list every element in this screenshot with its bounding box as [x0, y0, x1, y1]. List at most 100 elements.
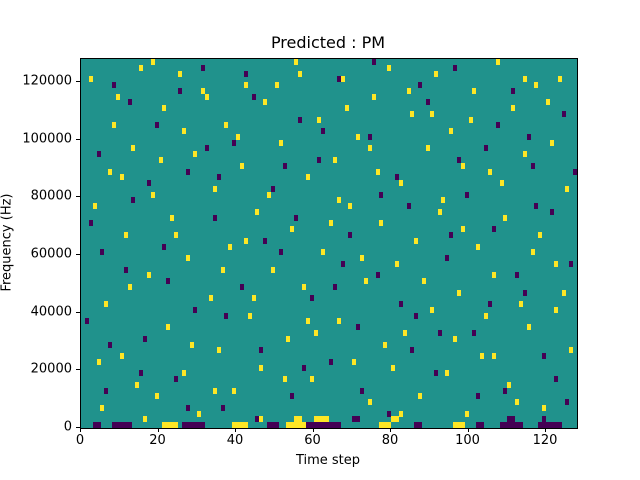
heatmap-cell-low — [127, 99, 132, 106]
heatmap-cell-low — [185, 404, 190, 411]
heatmap-cell-low — [201, 64, 206, 71]
heatmap-cell-low — [379, 191, 384, 198]
heatmap-cell-low — [476, 393, 481, 400]
x-tick-label: 40 — [226, 433, 244, 448]
heatmap-cell-low — [282, 162, 287, 169]
heatmap-cell-low — [112, 422, 116, 429]
heatmap-cell-high — [526, 324, 531, 331]
heatmap-cell-low — [569, 260, 574, 267]
heatmap-cell-low — [480, 422, 485, 429]
heatmap-cell-low — [394, 174, 399, 181]
heatmap-cell-low — [321, 128, 326, 135]
heatmap-cell-high — [565, 185, 570, 192]
heatmap-cell-low — [515, 422, 519, 429]
heatmap-cell-low — [418, 82, 423, 89]
heatmap-cell-low — [143, 335, 147, 342]
heatmap-cell-high — [410, 110, 415, 117]
heatmap-cell-high — [298, 70, 302, 77]
heatmap-cell-low — [518, 422, 523, 429]
heatmap-cell-high — [131, 145, 136, 152]
heatmap-cell-low — [499, 422, 504, 429]
heatmap-cell-high — [88, 76, 93, 83]
heatmap-cell-low — [340, 260, 345, 267]
heatmap-cell-low — [542, 416, 547, 423]
heatmap-cell-high — [239, 422, 244, 429]
heatmap-cell-high — [549, 139, 554, 146]
heatmap-cell-low — [433, 370, 438, 377]
heatmap-cell-low — [267, 422, 271, 429]
x-axis-label: Time step — [295, 453, 361, 468]
heatmap-cell-low — [503, 387, 508, 394]
heatmap-cell-high — [433, 70, 438, 77]
heatmap-cell-high — [425, 145, 430, 152]
heatmap-cell-high — [212, 387, 217, 394]
heatmap-cell-low — [298, 116, 302, 123]
heatmap-cell-high — [251, 295, 256, 302]
heatmap-cell-high — [108, 168, 113, 175]
heatmap-cell-high — [259, 416, 264, 423]
heatmap-cell-high — [418, 393, 423, 400]
heatmap-cell-low — [549, 208, 554, 215]
heatmap-cell-high — [561, 289, 566, 296]
y-tick-label: 100000 — [22, 131, 72, 147]
y-tick-label: 20000 — [30, 361, 72, 377]
heatmap-cell-high — [135, 381, 140, 388]
heatmap-cell-high — [286, 422, 291, 429]
heatmap-cell-high — [301, 283, 306, 290]
heatmap-cell-low — [131, 197, 136, 204]
heatmap-cell-low — [270, 422, 275, 429]
heatmap-cell-high — [375, 168, 380, 175]
heatmap-cell-high — [336, 197, 341, 204]
heatmap-cell-low — [387, 410, 392, 417]
heatmap-cell-high — [507, 381, 512, 388]
heatmap-cell-high — [208, 295, 213, 302]
heatmap-cell-low — [561, 110, 566, 117]
heatmap-cell-high — [205, 93, 209, 100]
heatmap-cell-high — [499, 180, 504, 187]
heatmap-cell-low — [290, 393, 295, 400]
heatmap-cell-high — [553, 260, 558, 267]
heatmap-cell-low — [154, 122, 159, 129]
x-tick-label: 80 — [381, 433, 399, 448]
heatmap-cell-low — [181, 422, 186, 429]
heatmap-cell-low — [553, 422, 558, 429]
heatmap-cell-low — [406, 203, 411, 210]
heatmap-cell-low — [305, 422, 310, 429]
heatmap-cell-low — [127, 422, 132, 429]
heatmap-cell-high — [453, 335, 457, 342]
heatmap-cell-high — [170, 422, 175, 429]
y-axis-label: Frequency (Hz) — [0, 193, 15, 292]
y-tick-mark — [76, 311, 80, 313]
heatmap-cell-high — [185, 255, 190, 262]
heatmap-cell-high — [379, 422, 384, 429]
heatmap-cell-high — [348, 203, 353, 210]
heatmap-cell-high — [491, 272, 496, 279]
heatmap-cell-low — [507, 422, 512, 429]
heatmap-cell-high — [96, 358, 101, 365]
heatmap-cell-low — [189, 422, 194, 429]
heatmap-cell-high — [464, 410, 469, 417]
heatmap-cell-high — [278, 139, 283, 146]
heatmap-cell-high — [472, 87, 477, 94]
heatmap-cell-high — [181, 128, 186, 135]
heatmap-cell-high — [201, 87, 206, 94]
heatmap-cell-high — [484, 312, 488, 319]
heatmap-cell-high — [383, 341, 388, 348]
heatmap-cell-high — [387, 422, 392, 429]
heatmap-cell-low — [495, 122, 500, 129]
heatmap-cell-low — [352, 416, 357, 423]
heatmap-cell-high — [119, 353, 124, 360]
y-tick-label: 80000 — [30, 188, 72, 204]
heatmap-cell-low — [96, 422, 101, 429]
heatmap-cell-high — [344, 105, 349, 112]
heatmap-cell-low — [88, 220, 93, 227]
heatmap-cell-high — [394, 260, 399, 267]
heatmap-cell-low — [329, 358, 333, 365]
heatmap-cell-high — [321, 416, 326, 423]
heatmap-cell-low — [313, 422, 318, 429]
heatmap-cell-low — [491, 226, 496, 233]
heatmap-cell-low — [104, 387, 109, 394]
heatmap-cell-low — [274, 422, 279, 429]
heatmap-cell-high — [158, 157, 163, 164]
heatmap-cell-low — [259, 347, 264, 354]
